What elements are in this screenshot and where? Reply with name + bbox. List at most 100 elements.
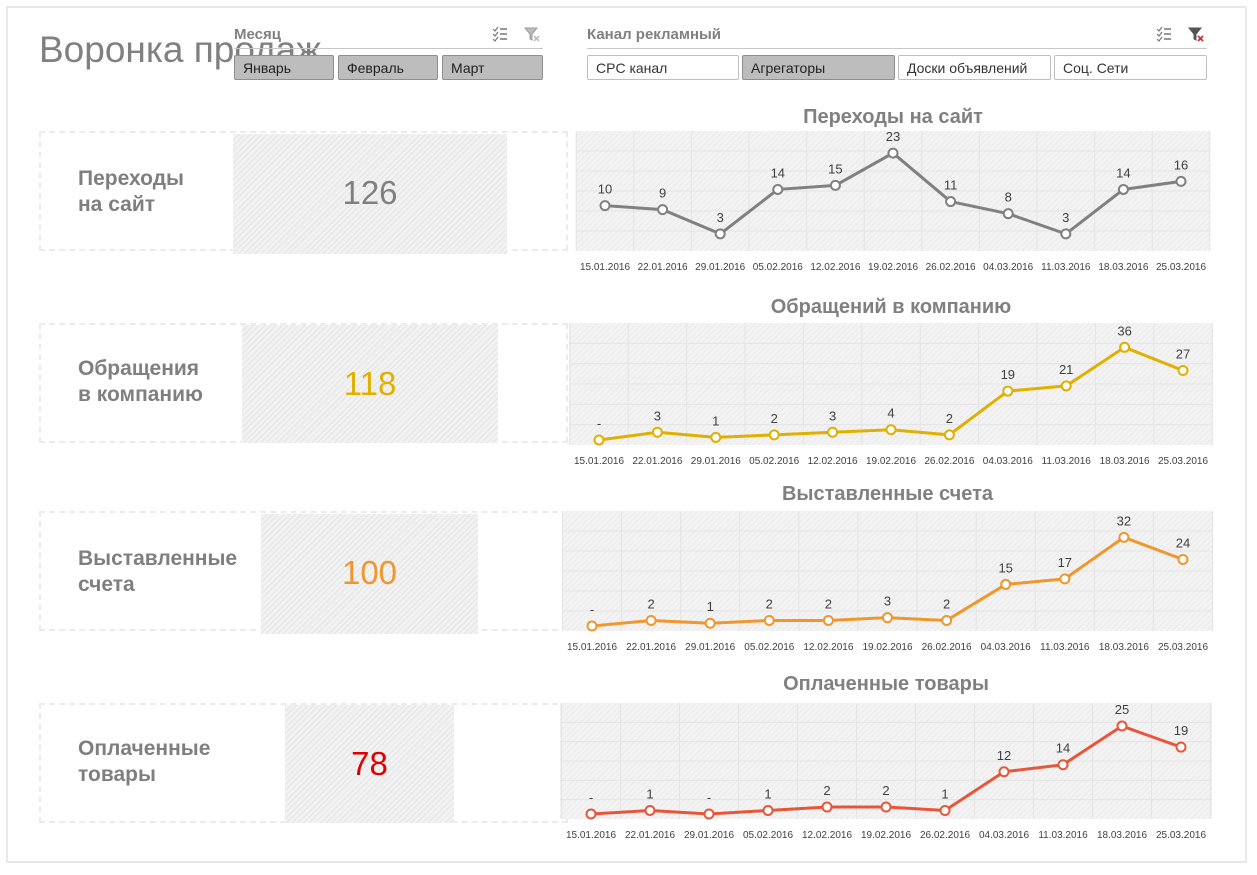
x-tick-label: 05.02.2016 (749, 456, 799, 467)
x-tick-label: 11.03.2016 (1042, 456, 1092, 467)
data-label: 1 (707, 599, 714, 614)
data-label: 19 (1174, 723, 1188, 738)
data-point[interactable] (651, 426, 663, 438)
data-point[interactable] (821, 801, 833, 813)
data-label: 27 (1176, 346, 1190, 361)
data-point[interactable] (1116, 720, 1128, 732)
data-point[interactable] (772, 183, 784, 195)
kpi-label-line: на сайт (78, 193, 156, 216)
data-point[interactable] (939, 804, 951, 816)
data-label: 3 (654, 408, 661, 423)
data-label: 1 (712, 413, 719, 428)
data-point[interactable] (943, 429, 955, 441)
kpi-label-line: Переходы (78, 167, 184, 190)
channel-slicer-item-button[interactable]: CPC канал (587, 55, 739, 80)
data-label: 2 (771, 411, 778, 426)
data-point[interactable] (657, 204, 669, 216)
kpi-value-panel: 78 (285, 705, 454, 823)
data-point[interactable] (941, 614, 953, 626)
data-label: 2 (766, 596, 773, 611)
x-tick-label: 22.01.2016 (625, 830, 675, 841)
multi-select-icon[interactable] (491, 25, 509, 43)
data-label: 11 (944, 178, 958, 193)
data-point[interactable] (593, 434, 605, 446)
data-point[interactable] (945, 196, 957, 208)
data-point[interactable] (714, 228, 726, 240)
data-point[interactable] (644, 804, 656, 816)
data-point[interactable] (645, 614, 657, 626)
data-point[interactable] (1119, 341, 1131, 353)
data-label: 25 (1115, 702, 1129, 717)
data-point[interactable] (1060, 228, 1072, 240)
x-tick-label: 25.03.2016 (1158, 456, 1208, 467)
data-label: 2 (825, 596, 832, 611)
data-point[interactable] (710, 431, 722, 443)
data-point[interactable] (887, 147, 899, 159)
data-point[interactable] (704, 617, 716, 629)
data-point[interactable] (768, 429, 780, 441)
data-label: 3 (717, 210, 724, 225)
data-label: 15 (828, 161, 842, 176)
data-point[interactable] (822, 614, 834, 626)
data-point[interactable] (829, 179, 841, 191)
data-point[interactable] (1177, 553, 1189, 565)
data-point[interactable] (1000, 578, 1012, 590)
x-tick-label: 29.01.2016 (684, 830, 734, 841)
month-slicer-item-button[interactable]: Март (442, 55, 543, 80)
month-slicer-items: Январь Февраль Март (234, 55, 543, 83)
data-point[interactable] (1175, 175, 1187, 187)
data-point[interactable] (1177, 364, 1189, 376)
data-point[interactable] (827, 426, 839, 438)
data-point[interactable] (1057, 759, 1069, 771)
data-label: 8 (1005, 190, 1012, 205)
data-point[interactable] (1002, 385, 1014, 397)
data-point[interactable] (1059, 573, 1071, 585)
data-point[interactable] (703, 808, 715, 820)
kpi-label-line: в компанию (78, 383, 203, 406)
month-slicer: Месяц Январь Февраль Март (234, 24, 543, 86)
month-slicer-item-button[interactable]: Январь (234, 55, 334, 80)
data-point[interactable] (599, 200, 611, 212)
data-label: 10 (598, 182, 612, 197)
kpi-value: 78 (351, 745, 388, 782)
month-slicer-header: Месяц (234, 24, 543, 49)
channel-slicer-item-button[interactable]: Доски объявлений (898, 55, 1051, 80)
channel-slicer-item-button[interactable]: Агрегаторы (742, 55, 895, 80)
x-tick-label: 25.03.2016 (1156, 830, 1206, 841)
kpi-value-panel: 126 (233, 134, 507, 254)
x-tick-label: 22.01.2016 (632, 456, 682, 467)
data-point[interactable] (1060, 380, 1072, 392)
x-tick-label: 15.01.2016 (580, 262, 630, 273)
x-tick-label: 26.02.2016 (926, 262, 976, 273)
data-point[interactable] (885, 424, 897, 436)
data-label: 19 (1001, 367, 1015, 382)
data-point[interactable] (585, 808, 597, 820)
data-point[interactable] (1118, 531, 1130, 543)
x-tick-label: 18.03.2016 (1098, 262, 1148, 273)
x-tick-label: 04.03.2016 (983, 262, 1033, 273)
data-point[interactable] (1002, 208, 1014, 220)
data-point[interactable] (882, 612, 893, 624)
x-tick-label: 15.01.2016 (566, 830, 616, 841)
data-point[interactable] (998, 766, 1010, 778)
channel-slicer-items: CPC канал Агрегаторы Доски объявлений Соц. … (587, 55, 1207, 83)
data-point[interactable] (586, 620, 598, 632)
data-label: 12 (997, 748, 1011, 763)
kpi-label: Оплаченные товары (78, 736, 210, 788)
clear-filter-icon[interactable] (1187, 25, 1205, 43)
kpi-value-panel: 100 (261, 514, 478, 634)
multi-select-icon[interactable] (1155, 25, 1173, 43)
data-label: - (707, 790, 711, 805)
kpi-label-line: товары (78, 763, 156, 786)
data-point[interactable] (762, 804, 774, 816)
x-tick-label: 29.01.2016 (685, 642, 735, 653)
data-point[interactable] (880, 801, 892, 813)
month-slicer-item-button[interactable]: Февраль (338, 55, 438, 80)
data-point[interactable] (1117, 183, 1129, 195)
channel-slicer-item-button[interactable]: Соц. Сети (1054, 55, 1207, 80)
line-chart: - 15.01.2016 1 22.01.2016 - 29.01.2016 1 05.02.… (560, 702, 1212, 841)
clear-filter-icon[interactable] (523, 25, 541, 43)
data-point[interactable] (1175, 741, 1187, 753)
x-tick-label: 04.03.2016 (983, 456, 1033, 467)
data-point[interactable] (763, 614, 775, 626)
